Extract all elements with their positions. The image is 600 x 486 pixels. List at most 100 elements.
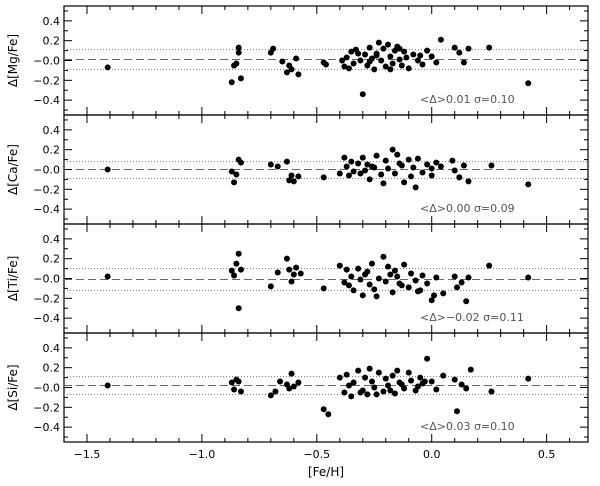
data-point bbox=[440, 290, 447, 297]
data-point bbox=[341, 279, 348, 286]
data-point bbox=[414, 57, 421, 64]
data-point bbox=[290, 383, 297, 390]
data-point bbox=[104, 273, 111, 280]
data-point bbox=[387, 387, 394, 394]
data-point bbox=[359, 292, 366, 299]
data-point bbox=[401, 261, 408, 268]
data-point bbox=[228, 168, 235, 175]
data-point bbox=[405, 284, 412, 291]
data-point bbox=[233, 171, 240, 178]
data-point bbox=[297, 270, 304, 277]
data-point bbox=[274, 269, 281, 276]
data-point bbox=[295, 71, 302, 78]
data-point bbox=[412, 184, 419, 191]
data-point bbox=[288, 66, 295, 73]
data-point bbox=[235, 44, 242, 51]
data-point bbox=[382, 375, 389, 382]
data-point bbox=[279, 58, 286, 65]
y-tick-label: 0.4 bbox=[43, 124, 61, 137]
data-point bbox=[341, 63, 348, 70]
data-point bbox=[408, 270, 415, 277]
data-point bbox=[431, 292, 438, 299]
data-point bbox=[237, 75, 244, 82]
y-tick-label: −0.2 bbox=[33, 74, 60, 87]
y-axis-label: Δ[Ca/Fe] bbox=[6, 144, 20, 195]
data-point bbox=[357, 389, 364, 396]
x-tick-label: −1.0 bbox=[189, 448, 216, 461]
data-point bbox=[375, 39, 382, 46]
data-point bbox=[486, 44, 493, 51]
data-point bbox=[389, 146, 396, 153]
data-point bbox=[350, 60, 357, 67]
data-point bbox=[283, 255, 290, 262]
data-point bbox=[428, 172, 435, 179]
data-point bbox=[320, 174, 327, 181]
y-axis-label: Δ[Ti/Fe] bbox=[6, 256, 20, 302]
data-point bbox=[341, 154, 348, 161]
data-point bbox=[385, 382, 392, 389]
data-point bbox=[364, 391, 371, 398]
data-point bbox=[378, 57, 385, 64]
data-point bbox=[428, 165, 435, 172]
data-point bbox=[398, 62, 405, 69]
y-tick-label: 0.4 bbox=[43, 233, 61, 246]
data-point bbox=[366, 44, 373, 51]
data-point bbox=[104, 166, 111, 173]
data-point bbox=[366, 58, 373, 65]
data-point bbox=[380, 45, 387, 52]
data-point bbox=[458, 381, 465, 388]
data-point bbox=[290, 178, 297, 185]
y-tick-label: −0.4 bbox=[33, 94, 60, 107]
x-tick-label: −0.5 bbox=[303, 448, 330, 461]
data-point bbox=[231, 62, 238, 69]
data-point bbox=[414, 288, 421, 295]
data-point bbox=[394, 367, 401, 374]
data-point bbox=[355, 50, 362, 57]
data-point bbox=[364, 161, 371, 168]
data-point bbox=[433, 159, 440, 166]
data-point bbox=[396, 280, 403, 287]
data-point bbox=[408, 377, 415, 384]
panel-1: −0.4 −0.2 −0.0 0.2 0.4 Δ[Mg/Fe] <Δ>0.01 σ=0.10 bbox=[6, 5, 589, 116]
x-axis: [Fe/H] −1.5 −1.0 −0.5 0.0 0.5 bbox=[74, 448, 556, 479]
data-point bbox=[343, 54, 350, 61]
panel-2: −0.4 −0.2 −0.0 0.2 0.4 Δ[Ca/Fe] <Δ>0.00 σ=0.09 bbox=[6, 114, 589, 225]
data-point bbox=[359, 91, 366, 98]
data-point bbox=[350, 168, 357, 175]
data-point bbox=[437, 163, 444, 170]
data-point bbox=[385, 263, 392, 270]
panel-4: −0.4 −0.2 −0.0 0.2 0.4 Δ[Si/Fe] <Δ>0.03 σ=0.10 bbox=[6, 332, 589, 443]
data-point bbox=[288, 370, 295, 377]
data-point bbox=[467, 366, 474, 373]
data-point bbox=[359, 154, 366, 161]
y-tick-label: −0.2 bbox=[33, 292, 60, 305]
data-point bbox=[382, 63, 389, 70]
data-point bbox=[231, 272, 238, 279]
y-axis-label: Δ[Mg/Fe] bbox=[6, 34, 20, 87]
data-point bbox=[288, 278, 295, 285]
data-point bbox=[339, 57, 346, 64]
data-point bbox=[451, 44, 458, 51]
data-point bbox=[267, 392, 274, 399]
data-point bbox=[320, 285, 327, 292]
y-tick-label: 0.2 bbox=[43, 253, 61, 266]
y-tick-label: 0.2 bbox=[43, 35, 61, 48]
data-point bbox=[371, 66, 378, 73]
data-point bbox=[385, 41, 392, 48]
data-point bbox=[401, 48, 408, 55]
data-point bbox=[228, 379, 235, 386]
data-point bbox=[336, 374, 343, 381]
data-point bbox=[343, 266, 350, 273]
data-point bbox=[380, 388, 387, 395]
data-point bbox=[410, 164, 417, 171]
data-point bbox=[394, 273, 401, 280]
data-point bbox=[525, 375, 532, 382]
data-point bbox=[368, 378, 375, 385]
data-point bbox=[428, 53, 435, 60]
data-point bbox=[389, 60, 396, 67]
y-tick-label: −0.4 bbox=[33, 203, 60, 216]
data-point bbox=[375, 275, 382, 282]
data-point bbox=[405, 156, 412, 163]
y-tick-label: −0.4 bbox=[33, 312, 60, 325]
